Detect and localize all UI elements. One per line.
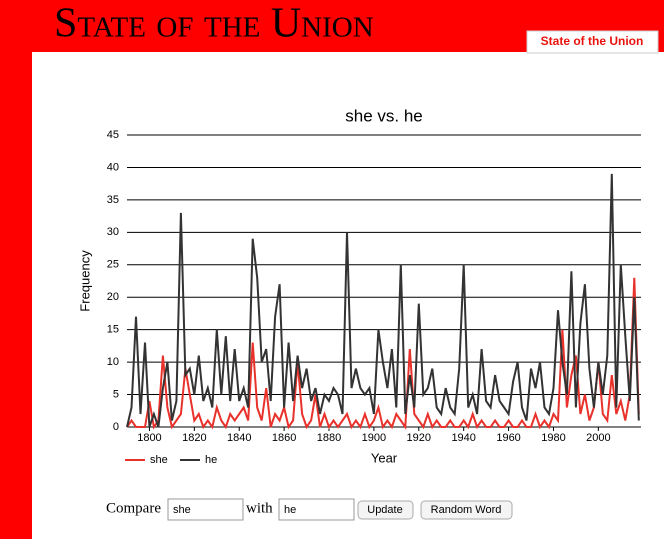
x-tick-label: 1840: [227, 432, 251, 444]
x-tick-label: 1820: [182, 432, 206, 444]
y-tick-label: 30: [107, 226, 119, 238]
y-tick-label: 20: [107, 291, 119, 303]
legend-label: he: [205, 454, 217, 466]
compare-label: Compare: [106, 500, 161, 516]
with-label: with: [246, 500, 273, 516]
tab-label[interactable]: State of the Union: [541, 34, 644, 48]
word1-input[interactable]: [167, 498, 244, 521]
y-tick-label: 10: [107, 356, 119, 368]
x-axis-label: Year: [371, 450, 398, 465]
y-tick-label: 0: [113, 421, 119, 433]
x-tick-label: 1880: [317, 432, 341, 444]
y-tick-label: 35: [107, 194, 119, 206]
y-tick-label: 5: [113, 388, 119, 400]
update-button[interactable]: [357, 500, 414, 520]
x-tick-label: 1980: [541, 432, 565, 444]
legend-label: she: [150, 454, 168, 466]
y-axis-label: Frequency: [77, 250, 92, 312]
x-tick-label: 2000: [586, 432, 610, 444]
x-tick-label: 1960: [496, 432, 520, 444]
random-button[interactable]: [420, 500, 513, 520]
y-tick-label: 45: [107, 129, 119, 141]
series-line: [126, 277, 640, 430]
x-tick-label: 1920: [407, 432, 431, 444]
word2-input[interactable]: [278, 498, 355, 521]
word2-value[interactable]: he: [284, 504, 296, 516]
tab[interactable]: [526, 30, 659, 54]
update-label[interactable]: Update: [367, 504, 402, 516]
series-line: [126, 173, 640, 428]
x-tick-label: 1940: [451, 432, 475, 444]
word1-value[interactable]: she: [173, 504, 191, 516]
y-tick-label: 15: [107, 324, 119, 336]
x-tick-label: 1800: [137, 432, 161, 444]
x-tick-label: 1900: [362, 432, 386, 444]
y-tick-label: 40: [107, 161, 119, 173]
x-tick-label: 1860: [272, 432, 296, 444]
y-tick-label: 25: [107, 259, 119, 271]
random-label[interactable]: Random Word: [431, 504, 502, 516]
site-title: State of the Union: [54, 1, 374, 47]
chart-title: she vs. he: [345, 106, 423, 125]
